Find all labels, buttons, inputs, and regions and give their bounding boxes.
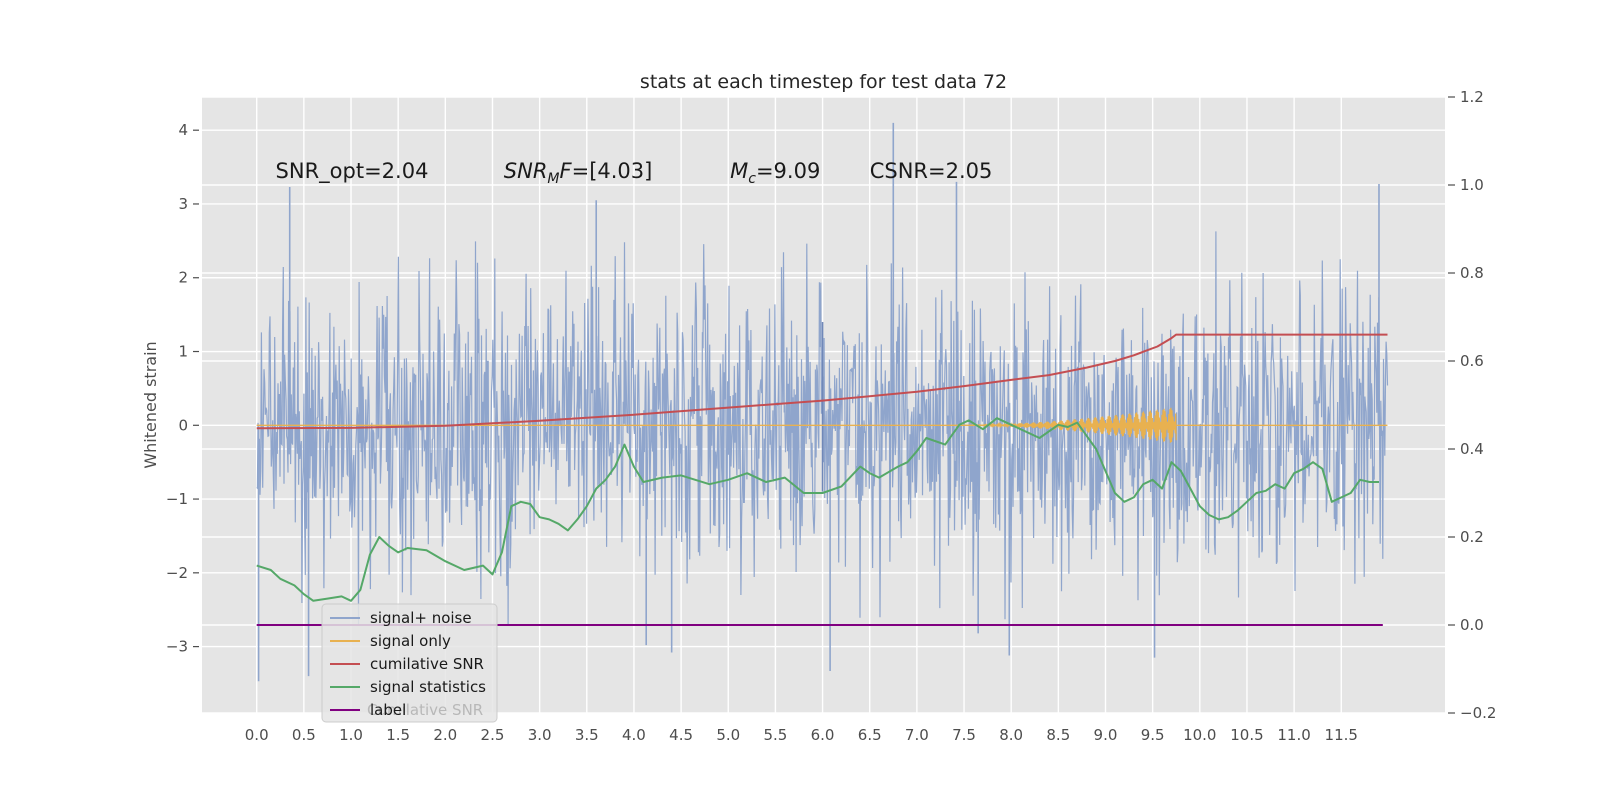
x-tick-label: 6.5 xyxy=(858,726,882,744)
x-tick-label: 10.0 xyxy=(1183,726,1216,744)
x-tick-label: 5.5 xyxy=(763,726,787,744)
x-tick-label: 7.5 xyxy=(952,726,976,744)
y-tick-label: 3 xyxy=(178,195,188,213)
x-tick-label: 8.5 xyxy=(1046,726,1070,744)
y-tick-label: −3 xyxy=(166,638,188,656)
y2-tick-label: 0.2 xyxy=(1460,528,1484,546)
x-tick-label: 1.0 xyxy=(339,726,363,744)
y2-tick-label: 0.4 xyxy=(1460,440,1484,458)
y2-tick-label: 0.6 xyxy=(1460,352,1484,370)
x-tick-label: 7.0 xyxy=(905,726,929,744)
chirp-trace xyxy=(954,407,1177,443)
annotation-0: SNR_opt=2.04 xyxy=(276,159,429,184)
x-tick-label: 4.5 xyxy=(669,726,693,744)
x-tick-label: 6.0 xyxy=(811,726,835,744)
x-tick-label: 11.5 xyxy=(1325,726,1358,744)
x-tick-label: 8.0 xyxy=(999,726,1023,744)
x-tick-label: 3.0 xyxy=(528,726,552,744)
x-tick-label: 4.0 xyxy=(622,726,646,744)
legend: Cumilative SNR signal+ noise signal only cu… xyxy=(321,603,498,723)
x-tick-label: 10.5 xyxy=(1230,726,1263,744)
legend-underlay-text: Cumilative SNR xyxy=(367,701,483,719)
x-tick-label: 9.0 xyxy=(1094,726,1118,744)
y2-tick-label: 1.0 xyxy=(1460,176,1484,194)
y2-tick-label: −0.2 xyxy=(1460,704,1496,722)
y2-tick-label: 0.0 xyxy=(1460,616,1484,634)
legend-label: signal+ noise xyxy=(370,609,472,627)
y2-tick-label: 0.8 xyxy=(1460,264,1484,282)
legend-label: cumilative SNR xyxy=(370,655,484,673)
series-cumilative-snr xyxy=(256,333,1388,430)
chart-title: stats at each timestep for test data 72 xyxy=(640,71,1007,93)
x-tick-label: 9.5 xyxy=(1141,726,1165,744)
y-tick-label: 2 xyxy=(178,269,188,287)
x-tick-label: 5.0 xyxy=(716,726,740,744)
annotation-2: Mc=9.09 xyxy=(730,159,820,187)
legend-label: signal statistics xyxy=(370,678,486,696)
y-axis-label: Whitened strain xyxy=(141,341,160,468)
x-tick-label: 11.0 xyxy=(1277,726,1310,744)
y-tick-label: 0 xyxy=(178,416,188,434)
legend-box xyxy=(321,603,498,723)
y-tick-label: −1 xyxy=(166,490,188,508)
x-tick-label: 2.5 xyxy=(481,726,505,744)
series-signal-statistics xyxy=(256,417,1379,602)
annotation-3: CSNR=2.05 xyxy=(870,159,993,183)
annotations: SNR_opt=2.04 SNRMF=[4.03] Mc=9.09 CSNR=2.05 xyxy=(276,159,993,187)
x-tick-label: 3.5 xyxy=(575,726,599,744)
x-tick-label: 2.0 xyxy=(433,726,457,744)
legend-label: label xyxy=(370,701,406,719)
y-tick-label: 4 xyxy=(178,121,188,139)
y2-tick-label: 1.2 xyxy=(1460,88,1484,106)
x-tick-label: 1.5 xyxy=(386,726,410,744)
x-tick-label: 0.5 xyxy=(292,726,316,744)
x-tick-label: 0.0 xyxy=(245,726,269,744)
y-tick-label: 1 xyxy=(178,343,188,361)
axes: 0.0 0.5 1.0 1.5 2.0 2.5 3.0 3.5 4.0 4.5 5.0 5.5 6.0 6… xyxy=(166,88,1497,744)
series-signal-noise xyxy=(256,122,1389,682)
legend-label: signal only xyxy=(370,632,451,650)
y-tick-label: −2 xyxy=(166,564,188,582)
annotation-1: SNRMF=[4.03] xyxy=(504,159,653,187)
